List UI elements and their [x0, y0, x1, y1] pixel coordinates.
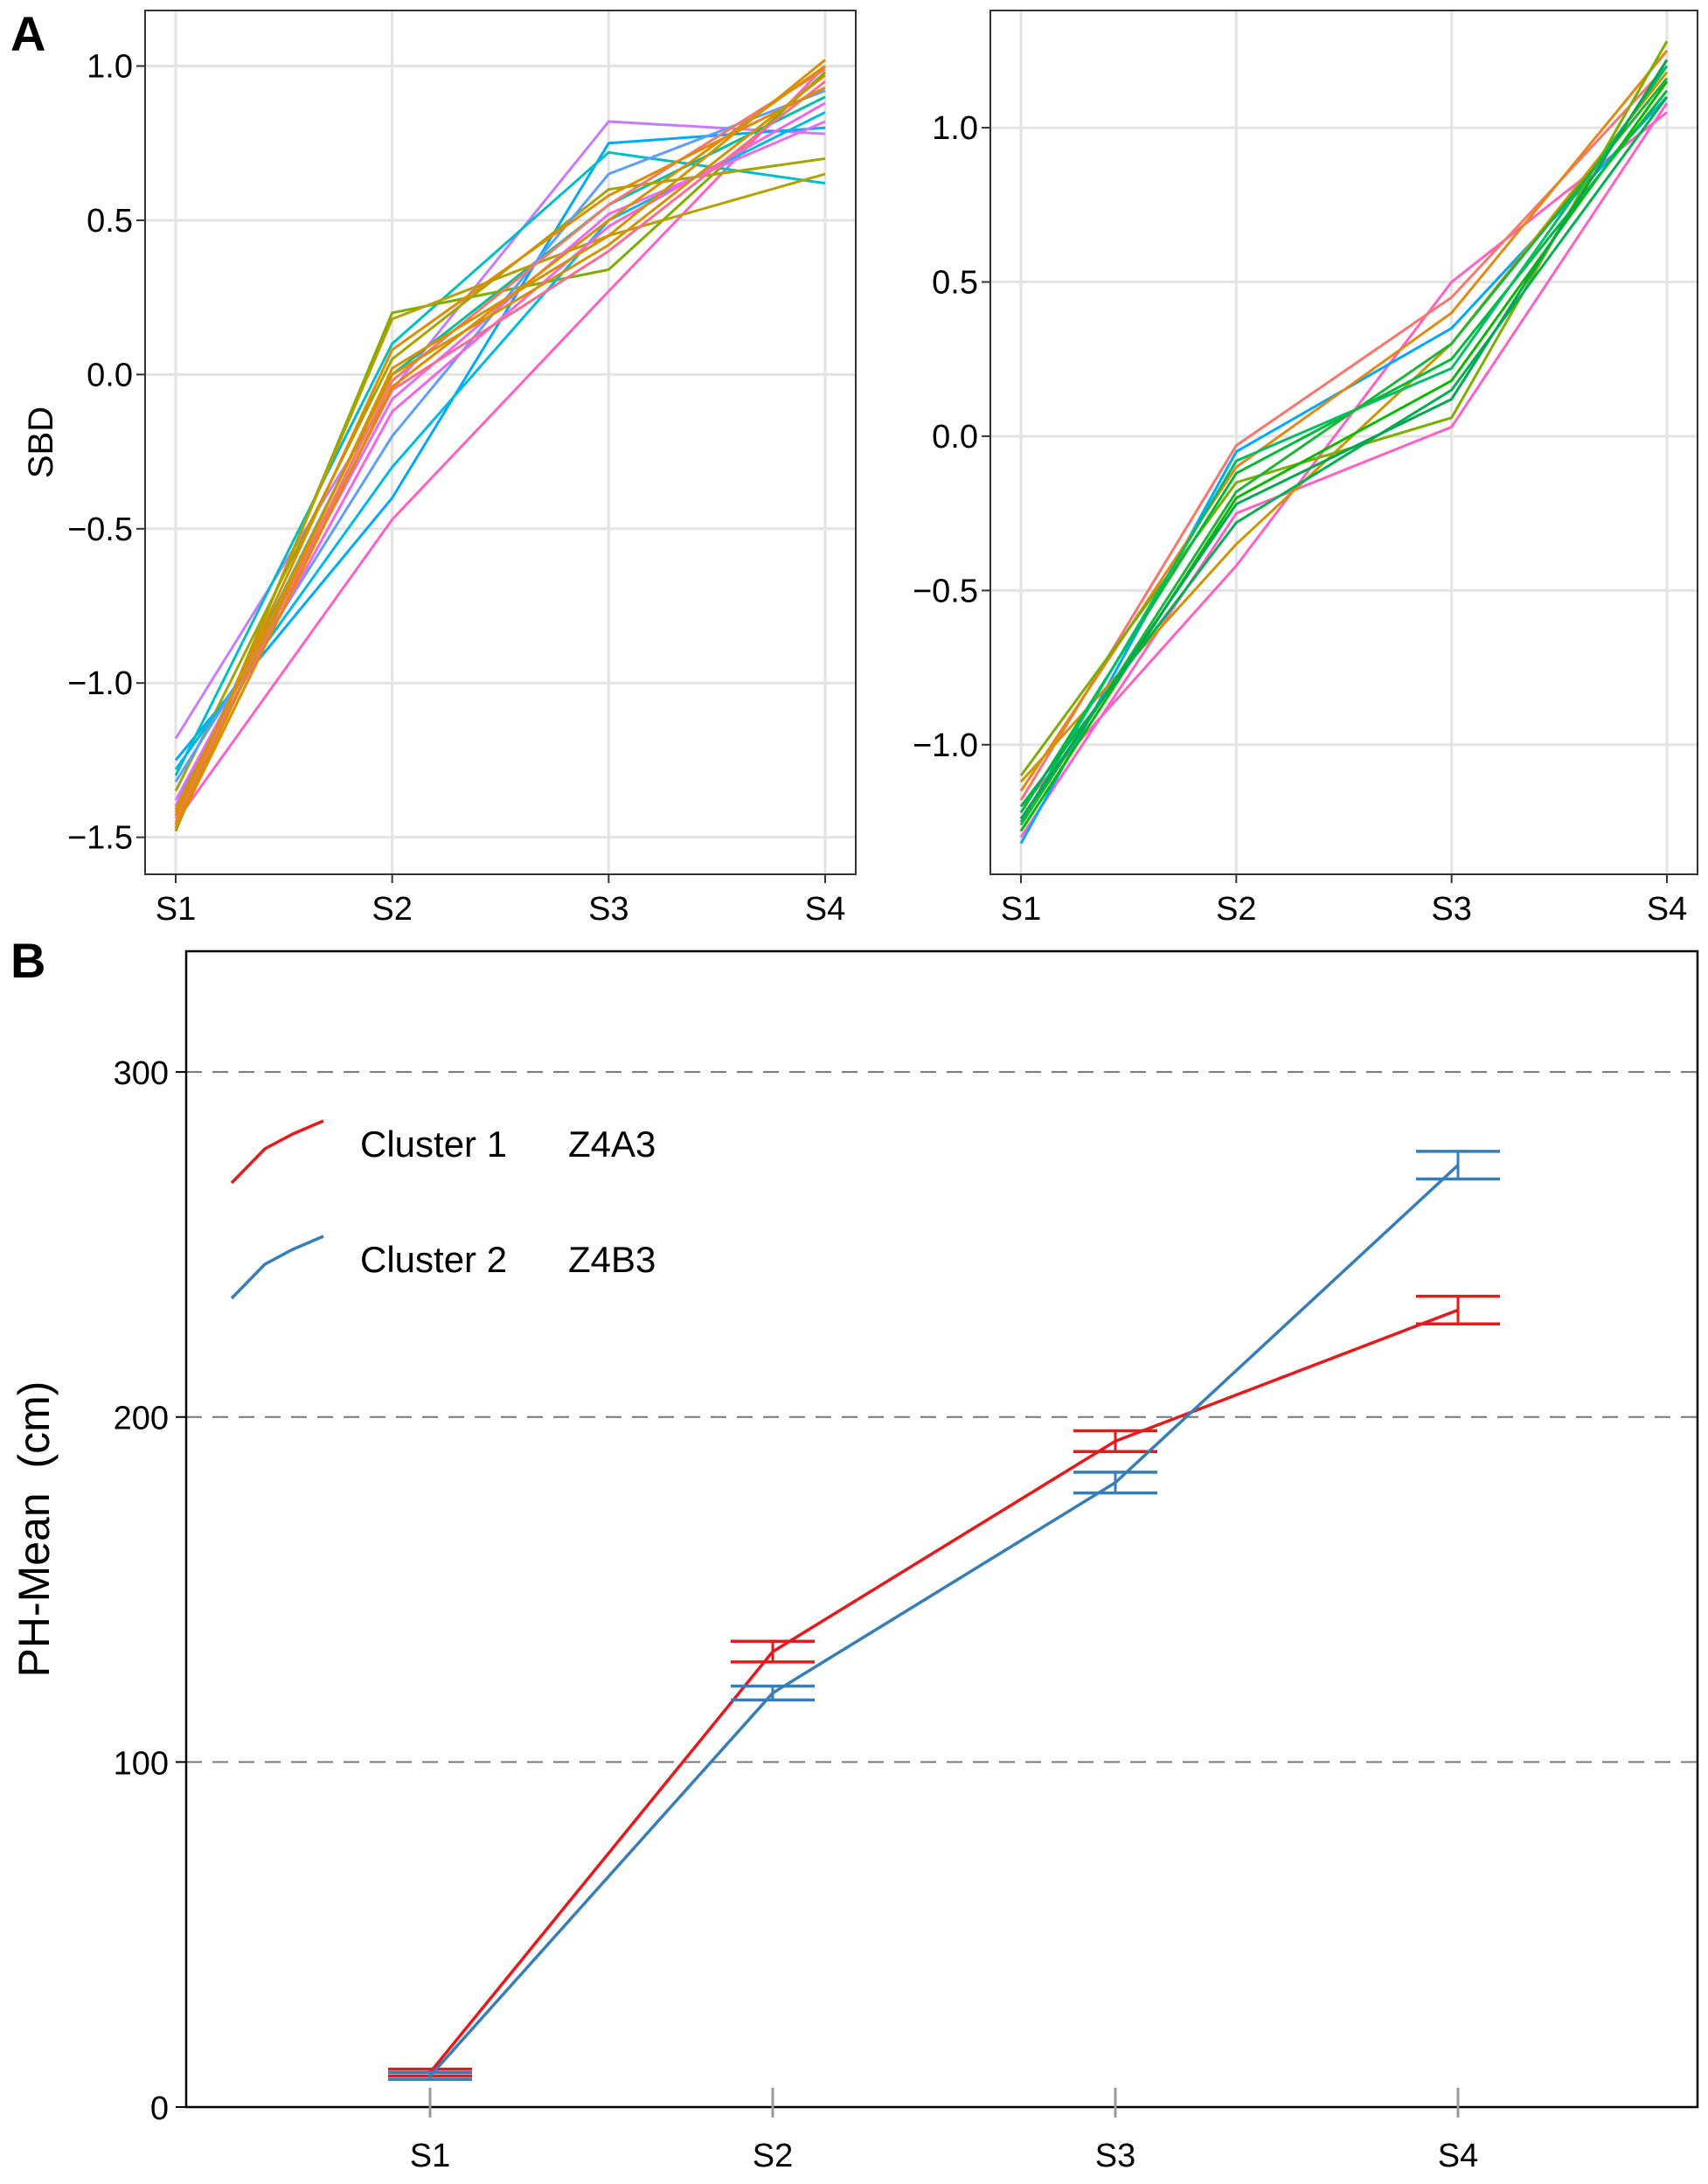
y-tick-label: 0 — [150, 2090, 169, 2127]
chart-a-right: −1.0 −0.5 0.0 0.5 1.0 S1 S2 S3 S4 — [913, 10, 1698, 928]
legend-name-cluster-1: Cluster 1 — [360, 1123, 507, 1165]
chart-b: 0 100 200 300 S1 S2 S3 S4 PH-Mean (cm) Cluster 1 Z… — [10, 949, 1699, 2174]
x-tick-label: S1 — [410, 2138, 450, 2174]
y-tick-label: 300 — [114, 1055, 169, 1092]
legend-swatch-cluster-2 — [230, 1235, 324, 1300]
legend-swatch-cluster-1 — [230, 1119, 324, 1185]
x-tick-label: S3 — [1431, 891, 1471, 928]
series-line-q12 — [1019, 77, 1669, 826]
series-line-p18 — [174, 73, 826, 810]
x-tick-label: S4 — [805, 891, 845, 928]
series-line-p16 — [174, 65, 826, 829]
y-tick-label: −0.5 — [913, 573, 978, 609]
x-tick-label: S1 — [156, 891, 196, 928]
legend-name-cluster-2: Cluster 2 — [360, 1239, 507, 1280]
x-tick-label: S3 — [588, 891, 628, 928]
y-axis-title: SBD — [22, 407, 60, 478]
panel-label-a: A — [10, 6, 45, 61]
plot-frame — [184, 949, 1699, 2109]
plot-frame — [989, 10, 1698, 875]
plot-frame — [144, 10, 857, 875]
series-line-cluster-1 — [428, 1308, 1459, 2074]
legend-label-cluster-1: Z4A3 — [568, 1123, 656, 1165]
series-line-cluster-2 — [428, 1164, 1460, 2077]
y-tick-label: 200 — [114, 1401, 169, 1437]
series-line-q1 — [1019, 111, 1668, 808]
series-line-p14 — [174, 67, 826, 820]
series-line-q10 — [1019, 65, 1669, 823]
y-tick-label: 100 — [114, 1745, 169, 1782]
y-tick-label: −1.5 — [67, 820, 133, 857]
series-line-p7 — [174, 172, 826, 826]
y-tick-label: 0.5 — [87, 203, 133, 240]
x-tick-label: S4 — [1647, 891, 1687, 928]
series-line-p1 — [174, 120, 826, 740]
y-tick-label: −0.5 — [67, 511, 133, 548]
y-tick-label: 0.0 — [87, 357, 133, 393]
series-line-p17 — [174, 86, 826, 817]
x-tick-label: S3 — [1095, 2138, 1135, 2174]
y-tick-label: −1.0 — [67, 665, 133, 702]
legend-label-cluster-2: Z4B3 — [568, 1239, 656, 1280]
series-line-q11 — [1019, 95, 1669, 808]
y-axis-title: PH-Mean (cm) — [10, 1381, 59, 1678]
chart-a-left: −1.5 −1.0 −0.5 0.0 0.5 1.0 S1 S2 S3 S4 SBD — [22, 10, 857, 928]
y-tick-label: 0.5 — [932, 265, 978, 302]
series-line-p2 — [174, 65, 827, 823]
panel-label-b: B — [10, 933, 45, 988]
y-tick-label: −1.0 — [913, 727, 978, 764]
y-tick-label: 0.0 — [932, 419, 978, 456]
x-tick-label: S1 — [1001, 891, 1041, 928]
y-tick-label: 1.0 — [87, 49, 133, 86]
x-tick-label: S2 — [753, 2138, 793, 2174]
series-line-q2 — [1019, 102, 1669, 838]
x-tick-label: S2 — [371, 891, 412, 928]
y-tick-label: 1.0 — [932, 110, 978, 147]
x-tick-label: S4 — [1438, 2138, 1478, 2174]
series-line-q13 — [1019, 59, 1669, 820]
x-tick-label: S2 — [1216, 891, 1256, 928]
